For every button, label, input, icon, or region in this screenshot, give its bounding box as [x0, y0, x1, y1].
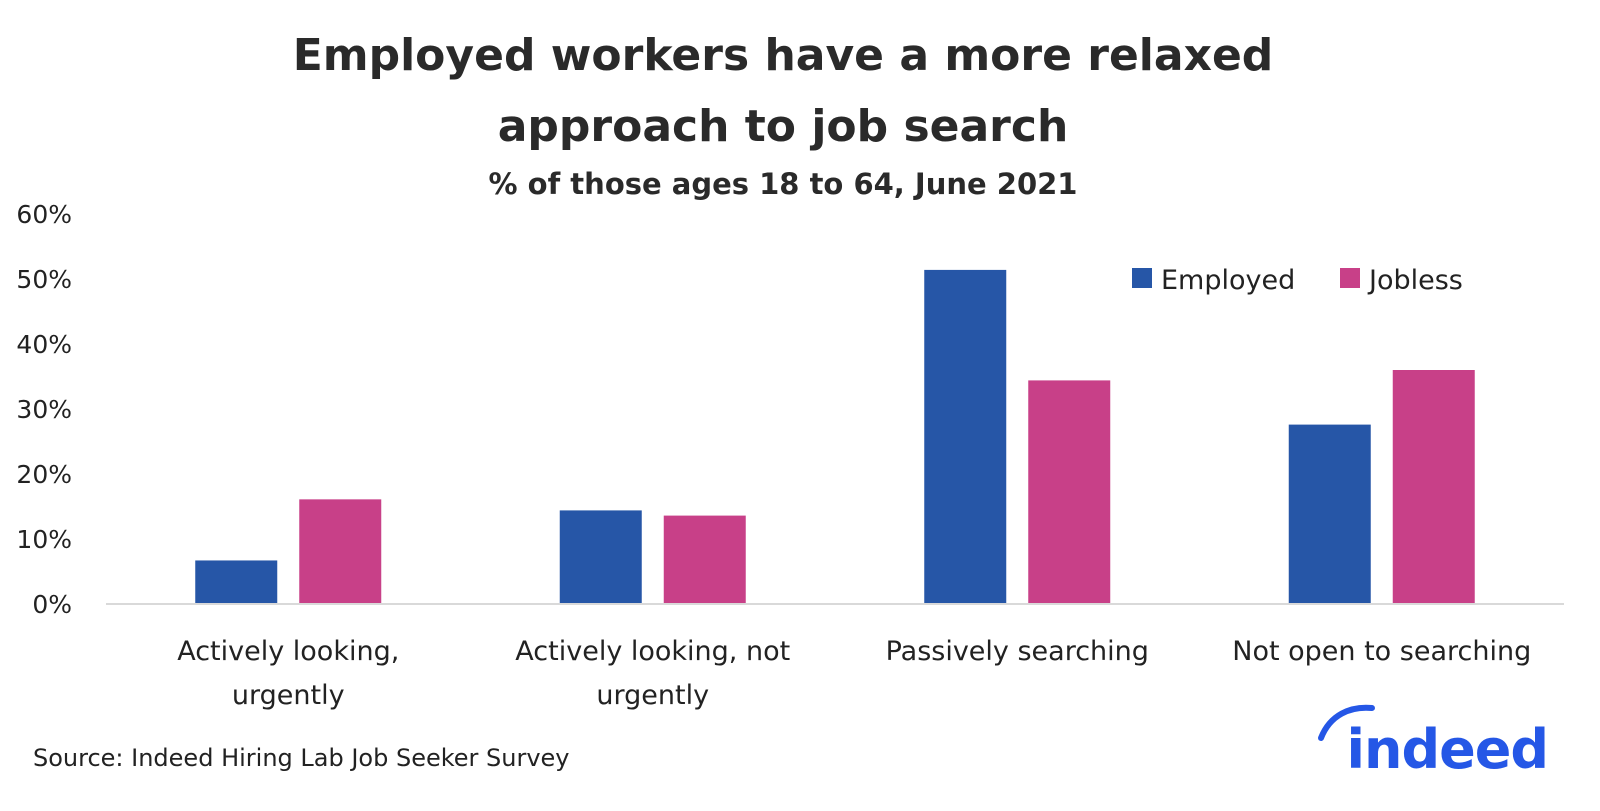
category-labels: Actively looking, urgently Actively lookin… — [177, 636, 1531, 711]
x-category-label: Not open to searching — [1232, 636, 1531, 667]
x-category-label: Passively searching — [886, 636, 1149, 667]
bar-jobless-2 — [1028, 380, 1111, 604]
y-tick-label: 30% — [16, 395, 72, 424]
legend-label-employed: Employed — [1161, 265, 1295, 296]
bar-employed-2 — [924, 269, 1007, 604]
source-note: Source: Indeed Hiring Lab Job Seeker Sur… — [33, 744, 570, 772]
legend: Employed Jobless — [1132, 265, 1463, 296]
y-tick-label: 20% — [16, 460, 72, 489]
legend-label-jobless: Jobless — [1367, 265, 1463, 296]
legend-swatch-jobless — [1340, 268, 1360, 288]
y-axis: 0% 10% 20% 30% 40% 50% 60% — [16, 200, 72, 619]
x-category-label: urgently — [232, 680, 345, 711]
bar-employed-3 — [1288, 424, 1371, 604]
legend-swatch-employed — [1132, 268, 1152, 288]
y-tick-label: 60% — [16, 200, 72, 229]
y-tick-label: 0% — [32, 590, 72, 619]
chart-title-line-2: approach to job search — [498, 101, 1069, 152]
x-category-label: Actively looking, — [177, 636, 399, 667]
bar-jobless-3 — [1392, 370, 1475, 604]
bar-employed-1 — [559, 510, 642, 604]
indeed-logo: indeed — [1318, 704, 1549, 781]
y-tick-label: 40% — [16, 330, 72, 359]
indeed-arc-icon — [1318, 704, 1375, 741]
chart-title-line-1: Employed workers have a more relaxed — [293, 30, 1274, 81]
y-tick-label: 10% — [16, 525, 72, 554]
bars — [195, 269, 1475, 604]
x-category-label: Actively looking, not — [515, 636, 790, 667]
y-tick-label: 50% — [16, 265, 72, 294]
chart-subtitle: % of those ages 18 to 64, June 2021 — [489, 167, 1078, 201]
bar-jobless-1 — [663, 515, 746, 604]
x-category-label: urgently — [596, 680, 709, 711]
bar-employed-0 — [195, 560, 278, 604]
bar-jobless-0 — [299, 499, 382, 604]
indeed-logo-text: indeed — [1346, 718, 1548, 781]
